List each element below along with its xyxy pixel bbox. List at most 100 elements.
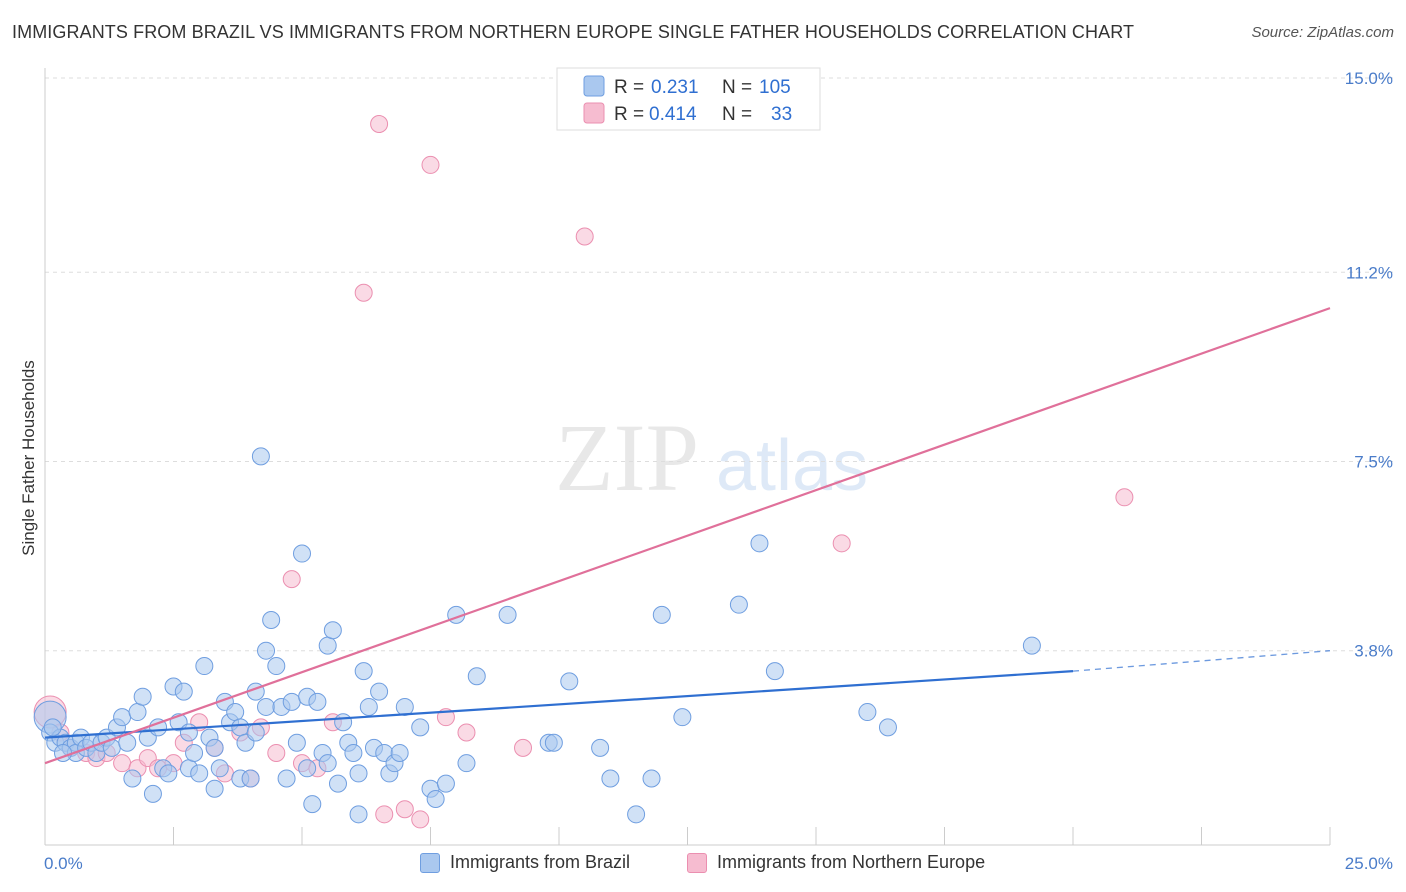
brazil-point-78 [390,743,409,762]
brazil-point-93 [627,805,646,824]
northern-europe-point-27 [421,155,440,174]
brazil-point-54 [282,692,301,711]
brazil-point-63 [318,636,337,655]
brazil-point-37 [210,759,229,778]
brazil-point-20 [133,687,152,706]
legend-n-label-brazil: N = [722,77,752,98]
brazil-point-72 [359,697,378,716]
watermark: ZIP atlas [555,404,868,511]
brazil-point-82 [426,789,445,808]
x-tick-label-min: 0.0% [44,854,83,873]
brazil-point-83 [436,774,455,793]
brazil-point-87 [498,605,517,624]
northern-europe-point-33 [1115,488,1134,507]
legend-r-label-brazil: R = [614,77,644,98]
brazil-point-55 [287,733,306,752]
brazil-point-35 [205,738,224,757]
y-tick-label-3: 15.0% [1345,69,1393,88]
watermark-atlas: atlas [716,426,868,506]
brazil-point-25 [159,764,178,783]
legend-r-value-brazil: 0.231 [651,77,699,98]
brazil-point-102 [1022,636,1041,655]
brazil-point-69 [349,805,368,824]
northern-europe-point-26 [395,800,414,819]
bottom-legend-item-brazil: Immigrants from Brazil [420,852,630,873]
grid-lines [45,77,1395,652]
legend-n-value-brazil: 105 [759,77,791,98]
brazil-point-98 [750,534,769,553]
bottom-legend-label-brazil: Immigrants from Brazil [450,852,631,872]
brazil-point-99 [765,662,784,681]
brazil-point-92 [601,769,620,788]
bottom-legend-label-northern-europe: Immigrants from Northern Europe [717,852,986,872]
bottom-legend-item-northern-europe: Immigrants from Northern Europe [687,852,985,873]
brazil-point-100 [858,703,877,722]
brazil-point-50 [262,611,281,630]
brazil-point-86 [467,667,486,686]
legend-r-label-northern-europe: R = [614,104,644,125]
trend-line-northern-europe [44,307,1331,765]
brazil-point-32 [190,764,209,783]
northern-europe-point-30 [514,738,533,757]
northern-europe-point-31 [575,227,594,246]
brazil-point-45 [246,723,265,742]
brazil-point-89 [544,733,563,752]
northern-europe-point-25 [375,805,394,824]
trend-line-brazil [44,670,1074,739]
brazil-point-56 [293,544,311,563]
y-tick-label-0: 3.8% [1354,642,1393,661]
bottom-legend-swatch-northern-europe [687,852,707,873]
x-tick-label-max: 25.0% [1345,854,1393,873]
brazil-point-44 [241,769,260,788]
brazil-point-62 [318,754,337,773]
y-tick-label-2: 11.2% [1346,263,1393,282]
brazil-point-96 [673,708,692,727]
legend-n-label-northern-europe: N = [722,104,752,125]
northern-europe-point-6 [113,754,132,773]
brazil-point-80 [411,718,430,737]
y-tick-label-1: 7.5% [1354,453,1393,472]
x-tick-labels: 0.0% 25.0% [44,854,1393,873]
legend-swatch-brazil [583,75,605,97]
brazil-point-36 [205,779,224,798]
series-brazil-points [33,447,1041,824]
brazil-point-48 [257,697,276,716]
brazil-point-66 [334,713,353,732]
brazil-point-90 [560,672,579,691]
brazil-point-47 [251,447,270,466]
legend-n-value-northern-europe: 33 [771,104,792,125]
brazil-point-94 [642,769,661,788]
northern-europe-point-18 [267,743,286,762]
brazil-point-19 [128,703,147,722]
brazil-point-57 [298,759,317,778]
brazil-point-60 [308,692,327,711]
brazil-point-49 [257,641,276,660]
legend-r-value-northern-europe: 0.414 [649,104,697,125]
brazil-point-31 [185,743,204,762]
bottom-legend-swatch-brazil [420,852,440,873]
brazil-point-97 [729,595,748,614]
brazil-point-74 [370,682,389,701]
brazil-point-41 [231,718,250,737]
brazil-point-59 [303,795,322,814]
brazil-point-71 [354,662,373,681]
legend-box: R = 0.231 N = 105 R = 0.414 N = 33 [556,67,821,131]
northern-europe-point-32 [832,534,851,553]
brazil-point-101 [878,718,897,737]
trend-line-brazil-extension [1072,650,1331,672]
x-ticks [44,827,1331,845]
y-tick-labels: 3.8% 7.5% 11.2% 15.0% [1345,69,1393,661]
brazil-point-85 [457,754,476,773]
bottom-legend: Immigrants from Brazil Immigrants from N… [0,852,1406,878]
northern-europe-point-19 [282,570,301,589]
brazil-point-51 [267,657,286,676]
brazil-point-28 [174,682,193,701]
brazil-point-18 [123,769,142,788]
watermark-zip: ZIP [555,404,699,511]
brazil-point-64 [323,621,342,640]
northern-europe-point-23 [354,283,373,302]
northern-europe-point-24 [370,115,389,134]
brazil-point-16 [113,708,132,727]
brazil-point-33 [195,657,214,676]
